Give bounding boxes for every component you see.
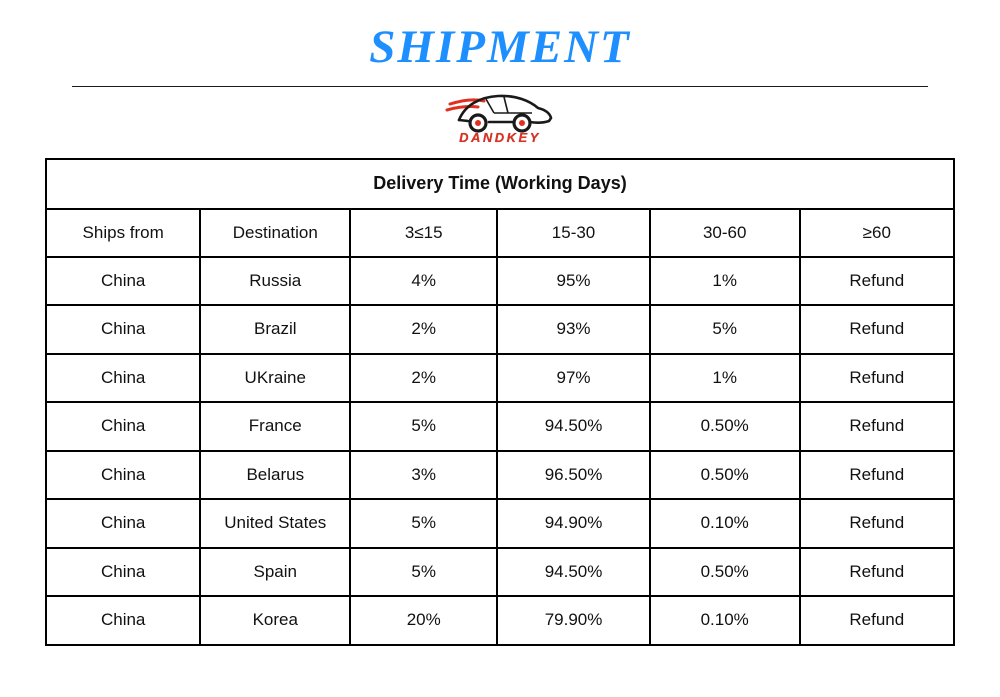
table-cell: China [44, 449, 202, 501]
column-header: ≥60 [798, 207, 956, 258]
page-title: SHIPMENT [369, 21, 631, 73]
table-cell: 97% [496, 352, 651, 404]
table-row: China UKraine 2% 97% 1% Refund [44, 352, 956, 404]
table-cell: China [44, 304, 202, 355]
table-cell: Korea [199, 595, 352, 646]
car-logo-icon [444, 89, 556, 135]
table-cell: 20% [349, 595, 499, 646]
table-cell: Refund [798, 595, 956, 646]
table-cell: China [44, 255, 202, 307]
table-cell: China [44, 546, 202, 598]
table-row: China United States 5% 94.90% 0.10% Refund [44, 498, 956, 549]
table-cell: 79.90% [496, 595, 651, 646]
table-cell: 95% [496, 255, 651, 307]
title-divider [72, 85, 928, 87]
table-cell: France [199, 401, 352, 452]
table-caption: Delivery Time (Working Days) [45, 157, 955, 210]
column-header: Ships from [44, 207, 202, 258]
table-cell: 0.10% [648, 498, 801, 549]
table-cell: 4% [349, 255, 499, 307]
table-cell: 2% [349, 352, 499, 404]
table-body: China Russia 4% 95% 1% Refund China Brazil 2% 93%… [44, 255, 956, 646]
shipment-table-container: Delivery Time (Working Days) Ships from D… [44, 157, 956, 646]
table-cell: China [44, 595, 202, 646]
table-cell: 0.50% [648, 401, 801, 452]
table-cell: United States [199, 498, 352, 549]
table-cell: China [44, 498, 202, 549]
table-cell: 0.50% [648, 449, 801, 501]
table-cell: Refund [798, 255, 956, 307]
table-cell: 5% [349, 546, 499, 598]
table-row: China Korea 20% 79.90% 0.10% Refund [44, 595, 956, 646]
table-cell: 94.50% [496, 546, 651, 598]
table-cell: 94.50% [496, 401, 651, 452]
table-header-row: Ships from Destination 3≤15 15-30 30-60 ≥60 [44, 207, 956, 258]
table-cell: Refund [798, 449, 956, 501]
table-cell: Russia [199, 255, 352, 307]
table-row: China Russia 4% 95% 1% Refund [44, 255, 956, 307]
table-cell: 0.50% [648, 546, 801, 598]
table-cell: 5% [648, 304, 801, 355]
table-cell: 96.50% [496, 449, 651, 501]
column-header: 15-30 [496, 207, 651, 258]
table-cell: 1% [648, 352, 801, 404]
table-cell: China [44, 352, 202, 404]
table-cell: Brazil [199, 304, 352, 355]
table-cell: 2% [349, 304, 499, 355]
table-caption-row: Delivery Time (Working Days) [45, 157, 955, 210]
table-cell: 94.90% [496, 498, 651, 549]
table-cell: Refund [798, 498, 956, 549]
table-cell: UKraine [199, 352, 352, 404]
table-row: China Spain 5% 94.50% 0.50% Refund [44, 546, 956, 598]
table-cell: 1% [648, 255, 801, 307]
table-cell: China [44, 401, 202, 452]
table-cell: 3% [349, 449, 499, 501]
delivery-time-table: Delivery Time (Working Days) Ships from D… [44, 157, 956, 646]
brand-name: DANDKEY [459, 129, 541, 145]
table-cell: Refund [798, 546, 956, 598]
table-row: China Brazil 2% 93% 5% Refund [44, 304, 956, 355]
column-header: 3≤15 [349, 207, 499, 258]
brand-logo: DANDKEY [0, 89, 1000, 144]
table-cell: Belarus [199, 449, 352, 501]
table-row: China France 5% 94.50% 0.50% Refund [44, 401, 956, 452]
table-cell: 5% [349, 401, 499, 452]
table-cell: Refund [798, 401, 956, 452]
table-cell: Refund [798, 352, 956, 404]
table-cell: 93% [496, 304, 651, 355]
table-cell: 0.10% [648, 595, 801, 646]
column-header: Destination [199, 207, 352, 258]
column-header: 30-60 [648, 207, 801, 258]
table-cell: 5% [349, 498, 499, 549]
table-row: China Belarus 3% 96.50% 0.50% Refund [44, 449, 956, 501]
table-cell: Refund [798, 304, 956, 355]
table-cell: Spain [199, 546, 352, 598]
